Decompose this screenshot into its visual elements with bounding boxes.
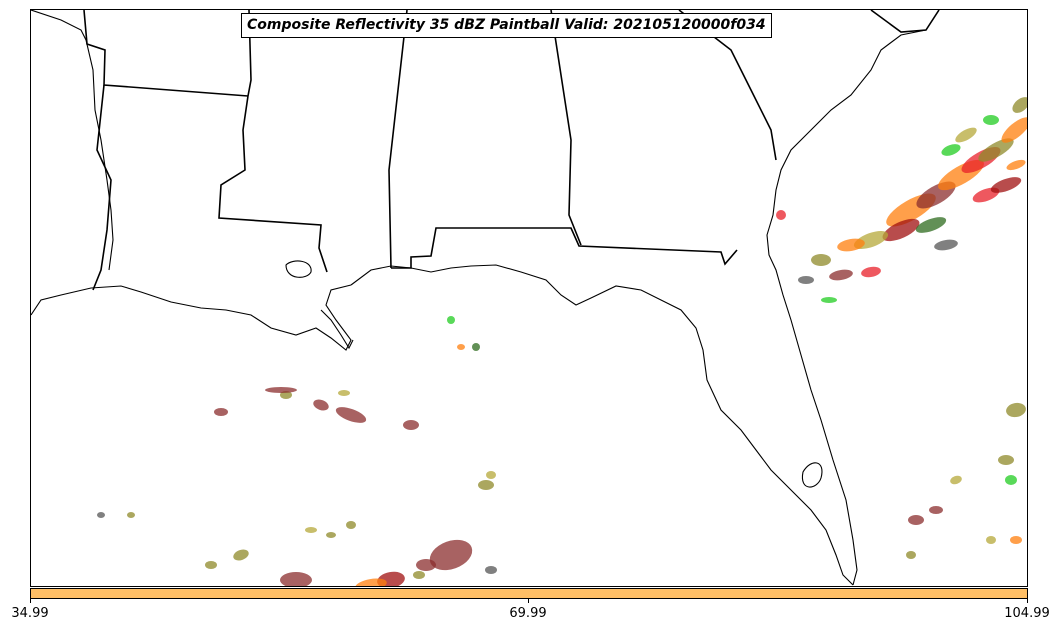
coastline xyxy=(31,10,927,586)
texas-la-coast xyxy=(31,284,352,351)
reflectivity-blob xyxy=(829,269,853,281)
border-la-ms xyxy=(218,95,328,273)
reflectivity-blob xyxy=(453,586,469,587)
reflectivity-blob xyxy=(798,276,814,284)
reflectivity-blob xyxy=(934,239,958,251)
reflectivity-blob xyxy=(338,390,350,396)
border-nc-sc xyxy=(870,10,940,33)
state-borders xyxy=(83,10,940,291)
reflectivity-blob xyxy=(861,266,881,278)
reflectivity-blob xyxy=(355,578,387,586)
reflectivity-blob xyxy=(416,559,436,571)
lake-okeechobee xyxy=(801,462,823,488)
border-al-fl xyxy=(391,227,738,269)
reflectivity-blob xyxy=(776,210,786,220)
reflectivity-blob xyxy=(950,475,962,485)
reflectivity-blob xyxy=(429,539,473,571)
reflectivity-blob xyxy=(1001,117,1027,143)
reflectivity-blob xyxy=(335,407,367,423)
reflectivity-blob xyxy=(941,144,961,156)
border-al-ga xyxy=(550,10,582,246)
colorbar-tick-label-mid: 69.99 xyxy=(509,606,547,621)
reflectivity-blob xyxy=(1010,536,1022,544)
border-ar-la xyxy=(83,10,249,97)
reflectivity-blob xyxy=(485,566,497,574)
reflectivity-blobs xyxy=(97,97,1027,587)
map-panel xyxy=(30,9,1028,587)
colorbar-tick-mid xyxy=(528,599,529,603)
reflectivity-blob xyxy=(478,480,494,490)
colorbar-tick-right xyxy=(1027,599,1028,603)
reflectivity-blob xyxy=(326,532,336,538)
reflectivity-blob xyxy=(205,561,217,569)
reflectivity-blob xyxy=(265,387,297,393)
reflectivity-blob xyxy=(447,316,455,324)
ms-delta xyxy=(320,309,354,350)
reflectivity-blob xyxy=(1006,402,1026,418)
reflectivity-blob xyxy=(986,536,996,544)
florida-east-coast xyxy=(766,29,927,586)
reflectivity-blob xyxy=(413,571,425,579)
reflectivity-blob xyxy=(403,420,419,430)
reflectivity-blob xyxy=(346,521,356,529)
border-la-ms-north xyxy=(92,84,112,291)
reflectivity-blob xyxy=(955,127,977,143)
reflectivity-blob xyxy=(457,344,465,350)
gulf-coast-ms-al-fl xyxy=(350,264,854,586)
map-title: Composite Reflectivity 35 dBZ Paintball … xyxy=(241,13,772,38)
reflectivity-blob xyxy=(313,399,329,411)
reflectivity-blob xyxy=(233,549,249,561)
reflectivity-blob xyxy=(929,506,943,514)
reflectivity-blob xyxy=(882,218,920,242)
reflectivity-blob xyxy=(1012,97,1027,113)
reflectivity-blob xyxy=(990,177,1022,193)
colorbar-tick-left xyxy=(30,599,31,603)
reflectivity-blob xyxy=(908,515,924,525)
reflectivity-blob xyxy=(127,512,135,518)
reflectivity-blob xyxy=(214,408,228,416)
colorbar-tick-label-left: 34.99 xyxy=(11,606,49,621)
reflectivity-blob xyxy=(97,512,105,518)
colorbar xyxy=(30,588,1028,599)
reflectivity-blob xyxy=(915,217,947,233)
border-ms-al xyxy=(388,10,408,269)
reflectivity-blob xyxy=(983,115,999,125)
reflectivity-blob xyxy=(305,527,317,533)
reflectivity-blob xyxy=(906,551,916,559)
reflectivity-map xyxy=(31,10,1027,587)
reflectivity-blob xyxy=(811,254,831,266)
reflectivity-blob xyxy=(486,471,496,479)
west-la-coast xyxy=(31,10,114,271)
reflectivity-blob xyxy=(472,343,480,351)
reflectivity-blob xyxy=(821,297,837,303)
reflectivity-blob xyxy=(1006,159,1026,171)
reflectivity-blob xyxy=(998,455,1014,465)
reflectivity-blob xyxy=(280,572,312,586)
reflectivity-blob xyxy=(280,391,292,399)
colorbar-tick-label-right: 104.99 xyxy=(1004,606,1050,621)
reflectivity-blob xyxy=(978,138,1014,162)
reflectivity-blob xyxy=(837,238,865,252)
lake-pontchartrain xyxy=(285,260,312,278)
reflectivity-blob xyxy=(1005,475,1017,485)
